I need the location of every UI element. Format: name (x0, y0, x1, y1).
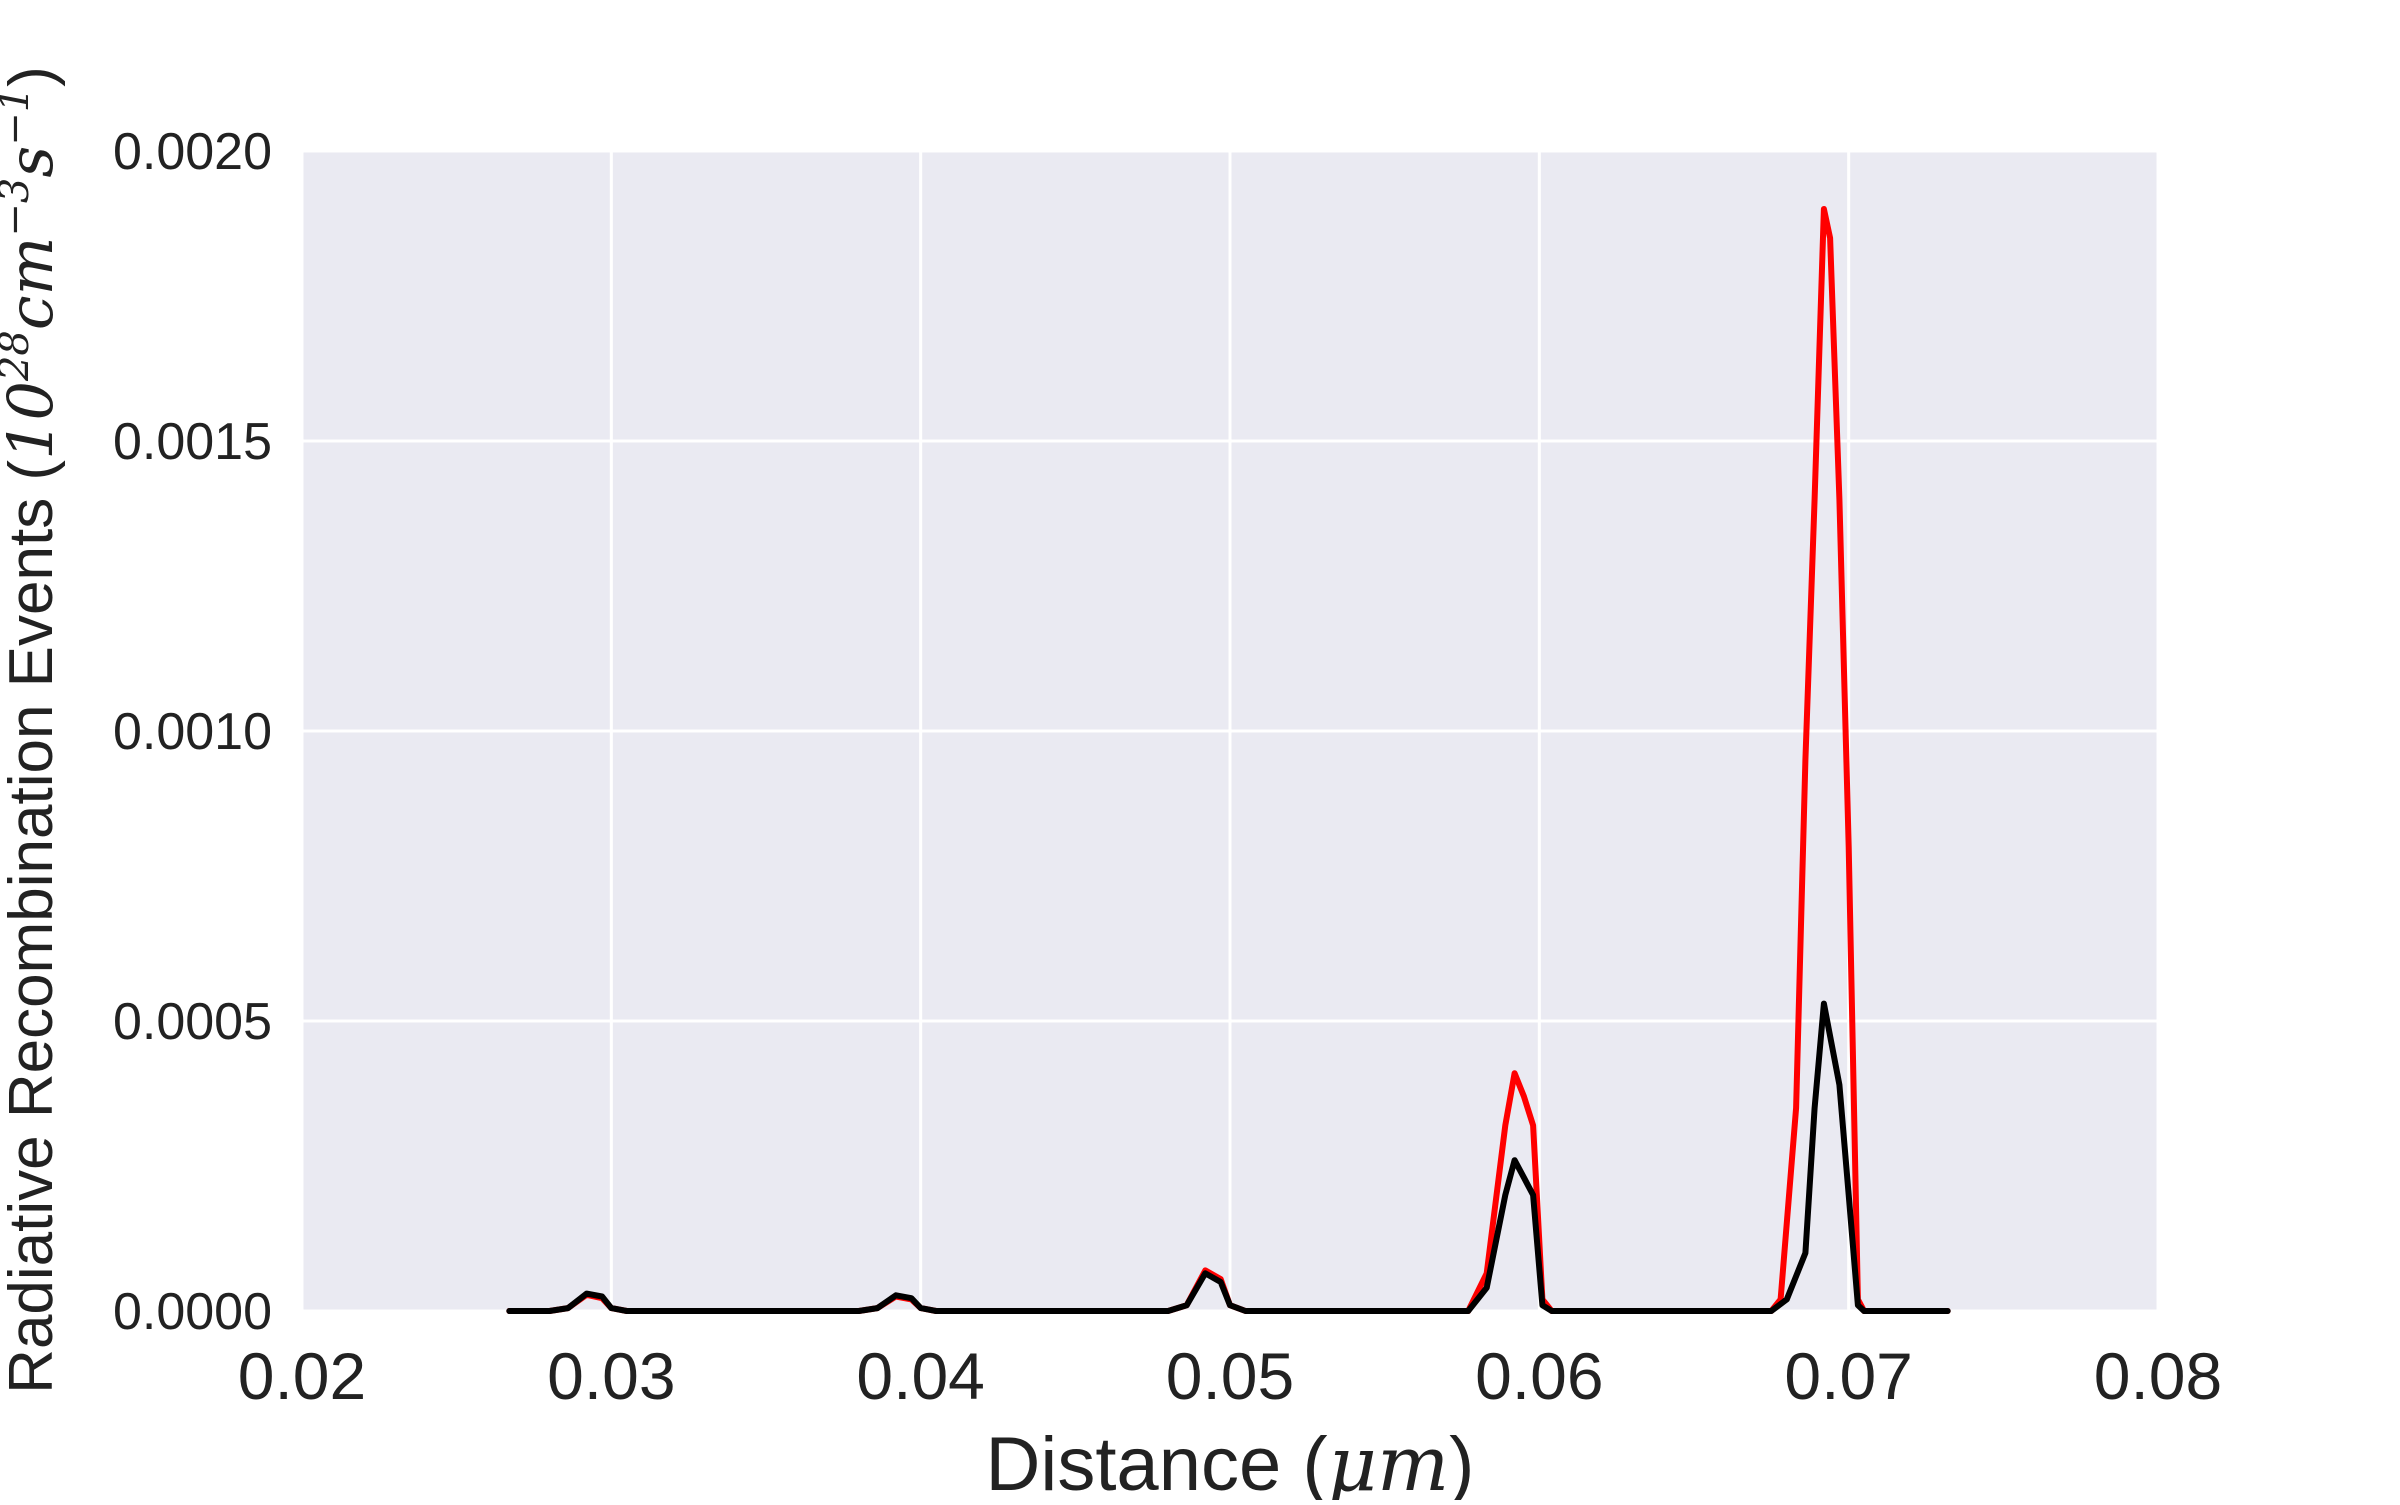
x-tick-label: 0.07 (1784, 1339, 1912, 1413)
x-tick-label: 0.02 (238, 1339, 366, 1413)
y-axis-label-base: 10 (0, 381, 67, 460)
y-axis-label-unit-cm: cm (0, 237, 67, 331)
y-axis-label-suffix: ) (0, 66, 66, 87)
x-axis-label-prefix: Distance ( (986, 1422, 1328, 1500)
x-tick-label: 0.08 (2094, 1339, 2222, 1413)
series-line-2 (506, 1000, 1951, 1314)
x-tick-label: 0.06 (1475, 1339, 1603, 1413)
x-axis-label-unit: μm (1328, 1419, 1449, 1500)
y-axis-label-prefix: Radiative Recombination Events ( (0, 460, 66, 1394)
y-tick-label: 0.0005 (113, 993, 272, 1051)
y-axis-ticks: 0.0000 0.0005 0.0010 0.0015 0.0020 (113, 123, 272, 1341)
y-axis-label-unit-s: s (0, 146, 67, 178)
y-axis-label-exp-s: −1 (0, 87, 38, 146)
y-tick-label: 0.0000 (113, 1283, 272, 1341)
x-tick-label: 0.05 (1166, 1339, 1294, 1413)
y-axis-label: Radiative Recombination Events (1028cm−3… (0, 66, 67, 1394)
series-lines (506, 206, 1951, 1314)
y-axis-label-exp-cm: −3 (0, 178, 38, 237)
y-tick-label: 0.0020 (113, 123, 272, 181)
x-tick-label: 0.03 (547, 1339, 675, 1413)
y-tick-label: 0.0010 (113, 703, 272, 761)
x-axis-label: Distance (μm) (986, 1419, 1475, 1500)
y-tick-label: 0.0015 (113, 413, 272, 471)
x-axis-label-suffix: ) (1449, 1422, 1474, 1500)
x-axis-ticks: 0.02 0.03 0.04 0.05 0.06 0.07 0.08 (238, 1339, 2222, 1413)
y-axis-label-exp: 28 (0, 330, 38, 382)
x-tick-label: 0.04 (856, 1339, 984, 1413)
